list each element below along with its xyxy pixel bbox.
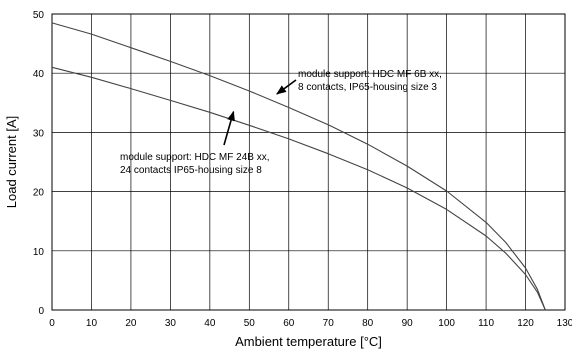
- x-tick-label: 130: [557, 318, 572, 329]
- x-tick-label: 10: [86, 318, 98, 329]
- x-tick-label: 30: [165, 318, 177, 329]
- y-tick-label: 30: [33, 128, 45, 139]
- annotation-arrow-1: [276, 79, 297, 95]
- x-tick-label: 50: [244, 318, 256, 329]
- series-group: [51, 22, 546, 311]
- y-tick-label: 0: [38, 306, 44, 317]
- annotation-text-1: module support: HDC MF 6B xx,: [298, 69, 442, 80]
- x-tick-label: 60: [283, 318, 295, 329]
- y-tick-label: 10: [33, 247, 45, 258]
- x-tick-label: 20: [125, 318, 137, 329]
- annotation-text-2: 24 contacts IP65-housing size 8: [120, 165, 262, 176]
- x-tick-label: 100: [438, 318, 455, 329]
- y-tick-label: 50: [33, 10, 45, 21]
- annotation-arrow-2: [223, 110, 235, 146]
- y-tick-label: 20: [33, 188, 45, 199]
- x-axis-label: Ambient temperature [°C]: [235, 334, 382, 349]
- annotation-text-1: 8 contacts, IP65-housing size 3: [298, 82, 437, 93]
- x-tick-label: 40: [204, 318, 216, 329]
- series-line-2: [51, 66, 546, 311]
- axis-ticks: 0 10 20 30 40 50 60 70 80 90 100 110 120 130 0 10 20 30 40…: [33, 10, 572, 329]
- annotation-text-2: module support: HDC MF 24B xx,: [120, 152, 270, 163]
- y-tick-label: 40: [33, 69, 45, 80]
- y-axis-label: Load current [A]: [4, 116, 19, 209]
- annotations: module support: HDC MF 6B xx, 8 contacts,…: [120, 69, 442, 176]
- series-line-1: [51, 22, 546, 311]
- x-tick-label: 90: [402, 318, 414, 329]
- x-tick-label: 70: [323, 318, 335, 329]
- x-tick-label: 110: [478, 318, 494, 329]
- x-tick-label: 80: [362, 318, 374, 329]
- x-tick-label: 0: [49, 318, 55, 329]
- plot-frame: [51, 13, 566, 311]
- x-tick-label: 120: [517, 318, 534, 329]
